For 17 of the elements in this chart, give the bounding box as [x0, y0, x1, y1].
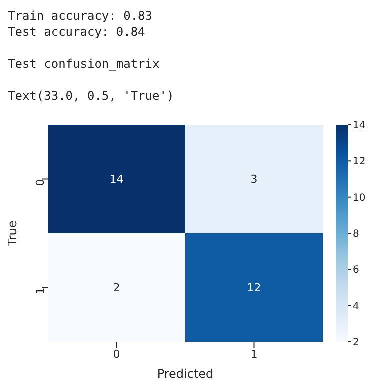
data-label: 12 [247, 282, 262, 295]
text: Test confusion_matrix [8, 56, 161, 72]
color-bar-label: 12 [353, 156, 366, 168]
text: Test accuracy: 0.84 [8, 24, 146, 40]
data-label: 14 [110, 173, 124, 186]
x-axis-title: Predicted [157, 367, 214, 381]
color-bar-label: 10 [353, 192, 366, 204]
y-axis-title: True [5, 220, 20, 248]
color-bar-label: 8 [353, 229, 360, 240]
color-bar-label: 14 [353, 120, 366, 132]
data-label: 2 [113, 282, 120, 295]
text: Train accuracy: 0.83 [8, 8, 154, 24]
color-bar-label: 4 [353, 301, 360, 312]
color-bar-label: 2 [353, 338, 360, 348]
color-bar-label: 6 [353, 265, 360, 276]
text: Text(33.0, 0.5, 'True') [8, 88, 176, 104]
data-label: 3 [250, 173, 258, 186]
